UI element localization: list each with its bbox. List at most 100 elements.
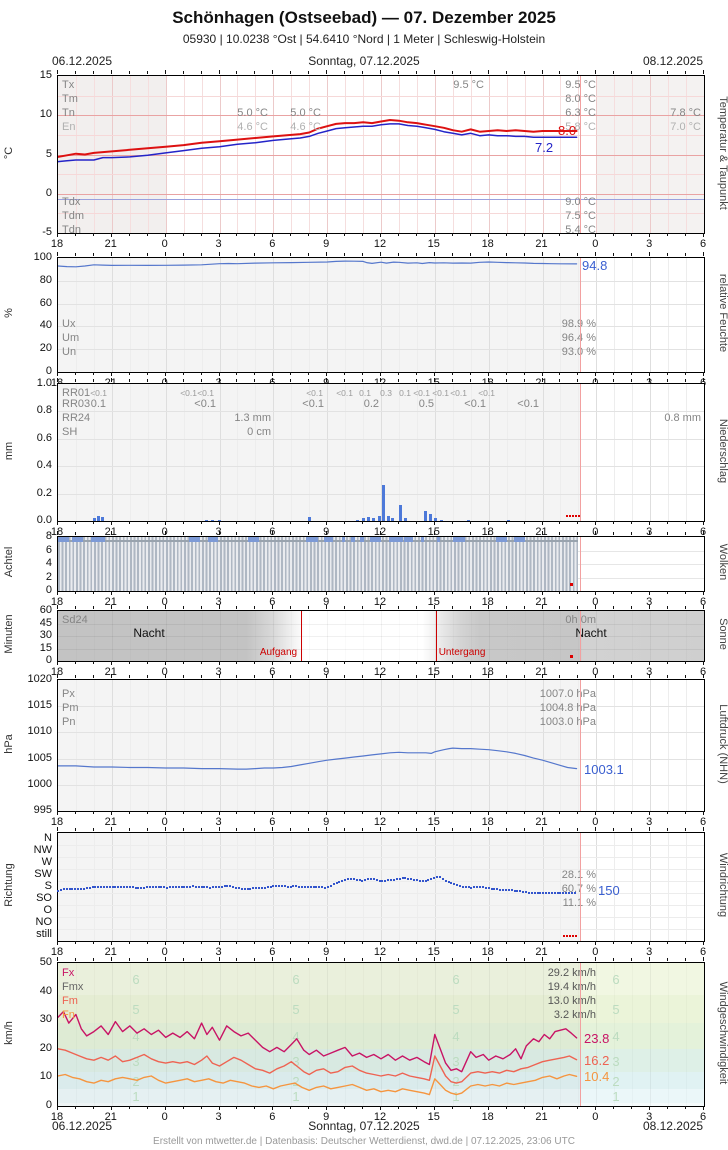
hour-gridline: [202, 611, 203, 661]
y-tick-label: 40: [39, 984, 52, 997]
hour-tick: [415, 1106, 417, 1109]
wind-direction-dot: [372, 877, 375, 880]
hour-tick: [218, 233, 220, 237]
hour-gridline: [273, 611, 275, 661]
hour-tick: [559, 828, 561, 831]
hour-tick: [577, 811, 579, 814]
hour-tick: [254, 661, 256, 664]
hour-tick: [272, 372, 274, 376]
hour-axis-label: 9: [323, 666, 330, 678]
hour-axis-label: 18: [481, 596, 494, 608]
hour-axis-label: 18: [50, 816, 64, 828]
h-gridline: [58, 493, 704, 495]
hour-tick: [326, 941, 328, 945]
hour-tick: [146, 1106, 148, 1109]
hour-tick: [200, 811, 202, 814]
wind-direction-dot: [214, 886, 217, 889]
rr03-value: <0.1: [517, 398, 539, 410]
hour-tick: [200, 828, 202, 831]
hour-gridline: [255, 833, 257, 941]
hour-tick: [74, 661, 76, 664]
hour-tick: [128, 521, 130, 524]
hour-axis-label: 6: [699, 1111, 707, 1123]
hour-tick: [128, 941, 130, 944]
hour-tick: [380, 531, 381, 535]
hour-tick: [272, 674, 274, 678]
hour-tick: [308, 1106, 310, 1109]
hour-tick: [254, 379, 256, 382]
hour-tick: [487, 605, 489, 609]
hour-tick: [541, 591, 543, 595]
hour-tick: [290, 591, 292, 594]
y-tick-label: 0.0: [36, 514, 52, 526]
hour-tick: [254, 233, 256, 236]
wind-direction-dot: [206, 886, 209, 889]
hour-axis-label: 21: [535, 666, 548, 678]
hour-gridline: [417, 611, 418, 661]
hour-tick: [469, 958, 471, 961]
hour-tick: [290, 372, 292, 375]
y-tick-label: 60: [39, 604, 52, 616]
hour-tick: [415, 521, 417, 524]
hour-gridline: [291, 833, 293, 941]
hour-tick: [577, 941, 579, 944]
hour-tick: [182, 71, 184, 74]
wind-direction-dot: [499, 888, 502, 891]
hour-tick: [164, 70, 166, 74]
hour-tick: [415, 379, 417, 382]
hour-axis-label: 18: [481, 238, 494, 250]
hour-tick: [218, 1106, 220, 1110]
hour-tick-strip: [57, 378, 704, 382]
hour-tick: [128, 532, 130, 535]
rr01-value: <0.1: [432, 388, 449, 398]
h-gridline: [58, 905, 704, 906]
hour-tick: [415, 372, 417, 375]
hour-tick: [254, 811, 256, 814]
hour-tick: [505, 71, 507, 74]
y-tick-label: 45: [39, 616, 52, 629]
hour-tick: [505, 606, 507, 609]
stat-row-label: Tx: [62, 79, 75, 91]
wind-direction-dot: [237, 887, 240, 890]
hour-tick: [380, 372, 381, 376]
wind-direction-dot: [166, 886, 169, 889]
hour-axis-label: 0: [161, 238, 168, 250]
wind-direction-dot: [108, 885, 111, 888]
hour-gridline: [291, 611, 292, 661]
hour-tick: [649, 372, 651, 376]
hour-tick: [703, 941, 704, 945]
hour-axis-label: 21: [535, 816, 548, 828]
hour-tick: [613, 233, 615, 236]
wind-category-label: SW: [34, 868, 52, 880]
hour-tick: [613, 379, 615, 382]
hour-tick: [272, 591, 274, 595]
hour-axis-label: 18: [50, 666, 64, 678]
hour-tick: [433, 957, 435, 961]
hour-tick: [397, 958, 399, 961]
hour-tick: [595, 661, 597, 665]
hour-tick: [164, 605, 166, 609]
hour-tick: [200, 532, 202, 535]
hour-tick: [595, 674, 597, 678]
hour-tick: [92, 372, 94, 375]
missing-data-mark: [566, 515, 568, 517]
wind-direction-dot: [358, 879, 361, 882]
rr03-value: <0.1: [302, 398, 324, 410]
wind-direction-dot: [332, 883, 335, 886]
hour-gridline: [507, 611, 508, 661]
wind-direction-dot: [464, 886, 467, 889]
y-tick-label: 0.8: [36, 404, 52, 417]
hour-gridline: [506, 833, 508, 941]
hour-tick: [57, 941, 58, 945]
hour-tick-strip: [57, 252, 704, 256]
wind-direction-dot: [476, 886, 479, 889]
hour-tick: [505, 379, 507, 382]
hour-axis-label: 12: [373, 666, 387, 678]
wind-speed-chart: [58, 1010, 578, 1096]
hour-tick: [362, 521, 364, 524]
hour-gridline: [488, 611, 490, 661]
hour-gridline: [129, 384, 131, 521]
hour-tick: [326, 1106, 328, 1110]
y-tick-label: 2: [45, 570, 52, 583]
wind-legend-label: Fn: [62, 1009, 75, 1021]
